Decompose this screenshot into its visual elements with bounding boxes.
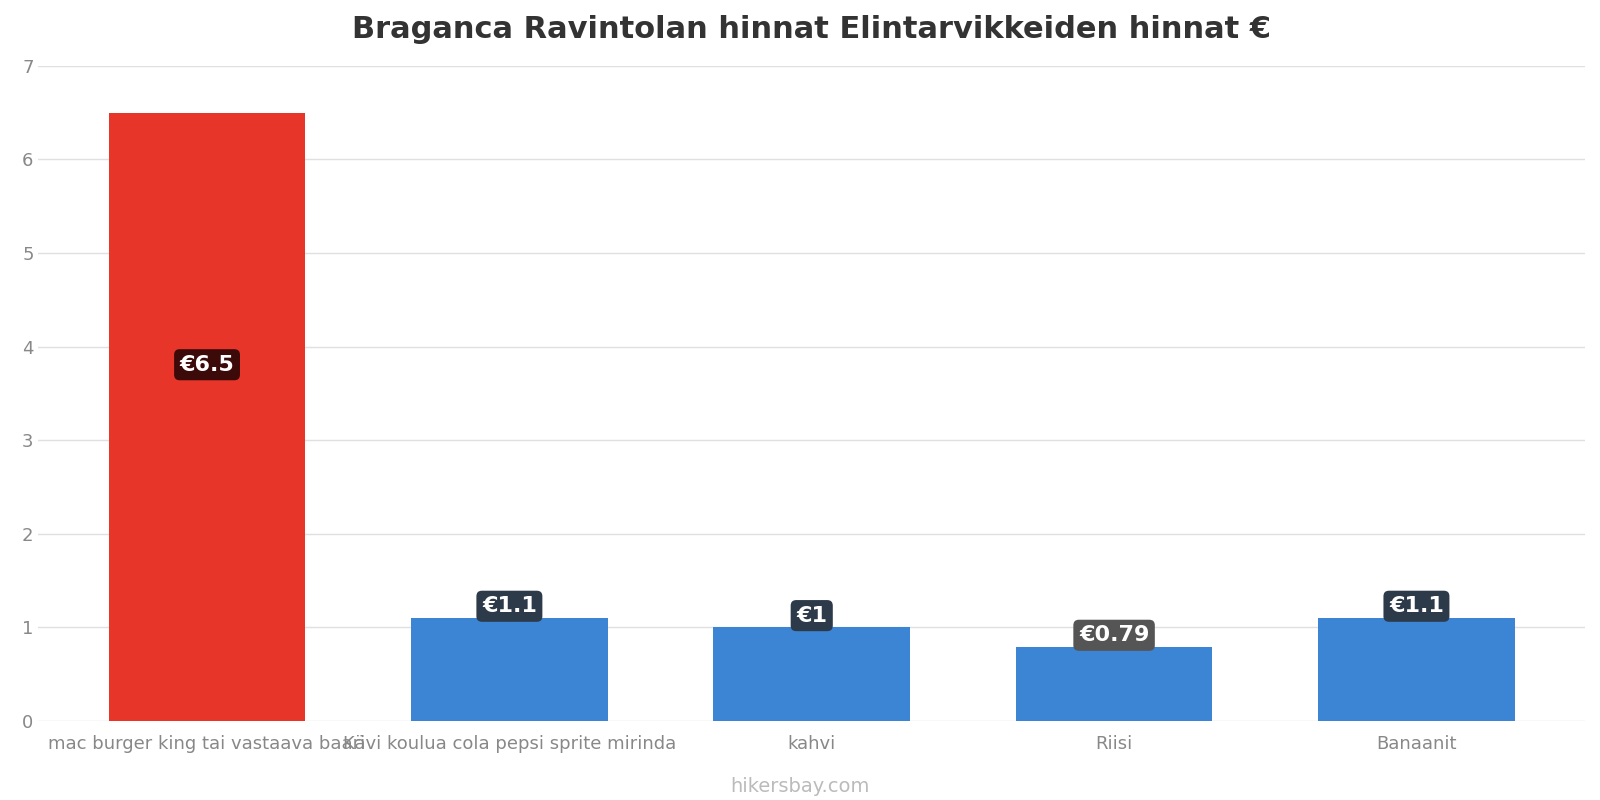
Bar: [411, 618, 608, 721]
Text: hikersbay.com: hikersbay.com: [730, 777, 870, 796]
Text: €1.1: €1.1: [1389, 596, 1443, 616]
Text: €0.79: €0.79: [1078, 626, 1149, 646]
Bar: [714, 627, 910, 721]
Title: Braganca Ravintolan hinnat Elintarvikkeiden hinnat €: Braganca Ravintolan hinnat Elintarvikkei…: [352, 15, 1272, 44]
Bar: [109, 113, 306, 721]
Bar: [1318, 618, 1515, 721]
Bar: [1016, 647, 1213, 721]
Text: €6.5: €6.5: [179, 354, 235, 374]
Text: €1.1: €1.1: [482, 596, 538, 616]
Text: €1: €1: [797, 606, 827, 626]
